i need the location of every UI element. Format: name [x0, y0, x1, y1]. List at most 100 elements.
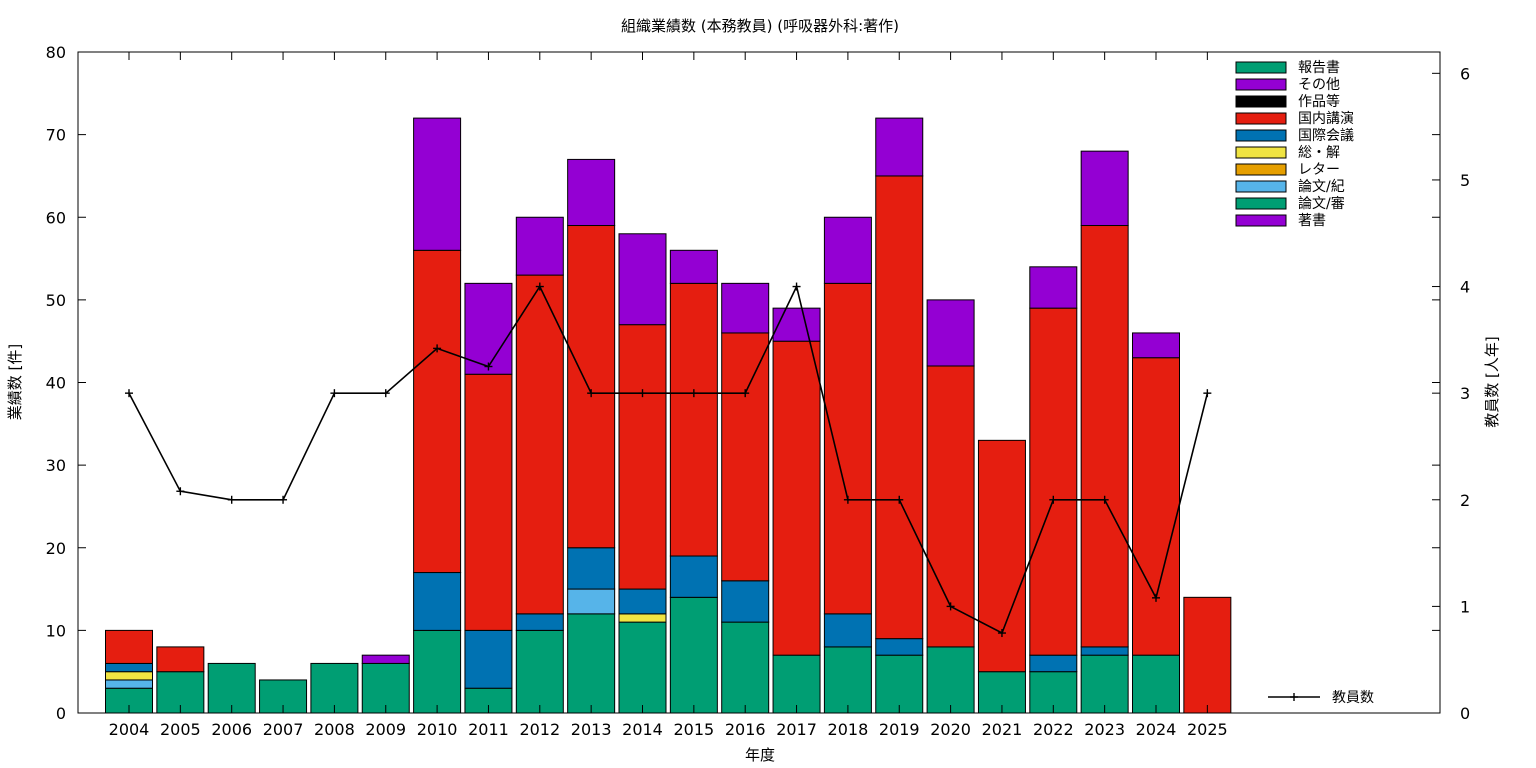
x-tick-label: 2012 — [519, 720, 560, 739]
bar-segment-2011-s4 — [464, 629, 513, 689]
legend-label: その他 — [1298, 77, 1340, 93]
line-point-2009 — [381, 389, 390, 398]
chart-title: 組織業績数 (本務教員) (呼吸器外科:著作) — [621, 17, 899, 35]
x-tick-label: 2015 — [673, 720, 714, 739]
bar-segment-2022-s9 — [1029, 266, 1078, 309]
bar-segment-2006-s8 — [207, 662, 256, 714]
y-tick-label: 80 — [46, 43, 66, 62]
bar-segment-2010-s9 — [413, 117, 462, 251]
bar-segment-2013-s3 — [567, 225, 616, 549]
bar-segment-2019-s4 — [875, 638, 924, 656]
line-point-2018 — [843, 495, 852, 504]
bar-segment-2014-s4 — [618, 588, 667, 615]
x-tick-label: 2017 — [776, 720, 817, 739]
bar-segment-2004-s4 — [105, 662, 153, 673]
x-tick-label: 2016 — [725, 720, 766, 739]
bar-segment-2015-s8 — [669, 596, 718, 714]
bar-segment-2018-s3 — [823, 282, 872, 615]
legend-item: 国際会議 — [1235, 127, 1354, 144]
line-point-2005 — [176, 487, 185, 496]
line-point-2014 — [638, 389, 647, 398]
bar-segment-2017-s8 — [772, 654, 821, 714]
legend-label: 総・解 — [1298, 145, 1340, 161]
y-tick-label: 70 — [46, 126, 66, 145]
line-legend: 教員数 — [1268, 690, 1374, 706]
legend-label: レター — [1298, 162, 1340, 178]
legend-swatch — [1235, 214, 1287, 227]
legend-item: 論文/審 — [1235, 196, 1345, 212]
legend-swatch — [1235, 129, 1287, 142]
line-point-2016 — [741, 389, 750, 398]
bar-segment-2022-s4 — [1029, 654, 1078, 673]
line-point-2022 — [1049, 495, 1058, 504]
y2-tick-label: 5 — [1460, 171, 1470, 190]
bar-segment-2012-s4 — [515, 613, 564, 631]
bar-segment-2015-s3 — [669, 282, 718, 557]
x-tick-label: 2011 — [468, 720, 509, 739]
legend-label: 国内講演 — [1298, 111, 1354, 127]
y-axis-left: 0 10 20 30 40 50 60 70 80 — [46, 43, 1440, 723]
bar-segment-2016-s8 — [721, 621, 770, 714]
legend-item: レター — [1235, 162, 1340, 178]
legend-item: 国内講演 — [1235, 111, 1354, 127]
x-tick-label: 2005 — [160, 720, 201, 739]
line-point-2021 — [997, 629, 1006, 638]
bar-segment-2018-s9 — [823, 216, 872, 284]
line-point-2004 — [125, 389, 133, 398]
bar-segment-2020-s9 — [926, 299, 975, 367]
legend-label: 論文/紀 — [1298, 179, 1345, 195]
bar-segment-2016-s4 — [721, 580, 770, 623]
y2-tick-label: 3 — [1460, 384, 1470, 403]
y-tick-label: 50 — [46, 291, 66, 310]
bar-segment-2010-s8 — [413, 629, 462, 714]
y-tick-label: 40 — [46, 374, 66, 393]
bar-segment-2019-s3 — [875, 175, 924, 640]
line-point-2007 — [279, 495, 288, 504]
bar-segment-2014-s3 — [618, 324, 667, 590]
legend-item: 論文/紀 — [1235, 179, 1345, 195]
bar-segment-2017-s9 — [772, 307, 821, 342]
y2-axis-title: 教員数 [人年] — [1483, 336, 1501, 427]
bar-segment-2016-s3 — [721, 332, 770, 582]
bar-segment-2022-s3 — [1029, 307, 1078, 656]
line-point-2012 — [535, 282, 544, 291]
bar-segment-2019-s9 — [875, 117, 924, 177]
bar-segment-2010-s3 — [413, 249, 462, 574]
line-point-2008 — [330, 389, 339, 398]
x-tick-label: 2006 — [211, 720, 252, 739]
legend-item: 作品等 — [1235, 93, 1340, 110]
line-point-2023 — [1100, 495, 1109, 504]
line-point-2013 — [587, 389, 596, 398]
bar-segment-2004-s5 — [105, 671, 153, 681]
bar-segment-2016-s9 — [721, 282, 770, 334]
legend-swatch — [1235, 180, 1287, 193]
bar-segment-2013-s7 — [567, 588, 616, 615]
bar-segment-2004-s7 — [105, 679, 153, 689]
x-tick-label: 2021 — [982, 720, 1023, 739]
bar-segment-2013-s4 — [567, 547, 616, 590]
legend-swatch — [1235, 78, 1287, 91]
bar-segment-2013-s9 — [567, 158, 616, 227]
bar-segment-2011-s9 — [464, 282, 513, 375]
y-tick-label: 10 — [46, 621, 66, 640]
line-point-2017 — [792, 282, 801, 291]
y-axis-title: 業績数 [件] — [6, 344, 24, 420]
x-tick-label: 2023 — [1084, 720, 1125, 739]
bar-segment-2009-s8 — [361, 662, 410, 714]
bar-segment-2012-s9 — [515, 216, 564, 276]
line-point-2019 — [895, 495, 904, 504]
bar-segment-2023-s8 — [1080, 654, 1129, 714]
legend-swatch — [1235, 112, 1287, 125]
bar-segment-2025-s3 — [1183, 596, 1232, 714]
x-tick-label: 2010 — [417, 720, 458, 739]
bars-layer — [105, 117, 1232, 714]
bar-segment-2005-s3 — [156, 646, 205, 673]
x-axis: 2004 2005 2006 2007 2008 2009 2010 2011 2012 2013… — [109, 52, 1228, 739]
line-point-2006 — [227, 495, 236, 504]
bar-segment-2015-s4 — [669, 555, 718, 598]
bar-segment-2014-s8 — [618, 621, 667, 714]
x-tick-label: 2020 — [930, 720, 971, 739]
legend-swatch — [1235, 146, 1287, 159]
y2-tick-label: 1 — [1460, 597, 1470, 616]
